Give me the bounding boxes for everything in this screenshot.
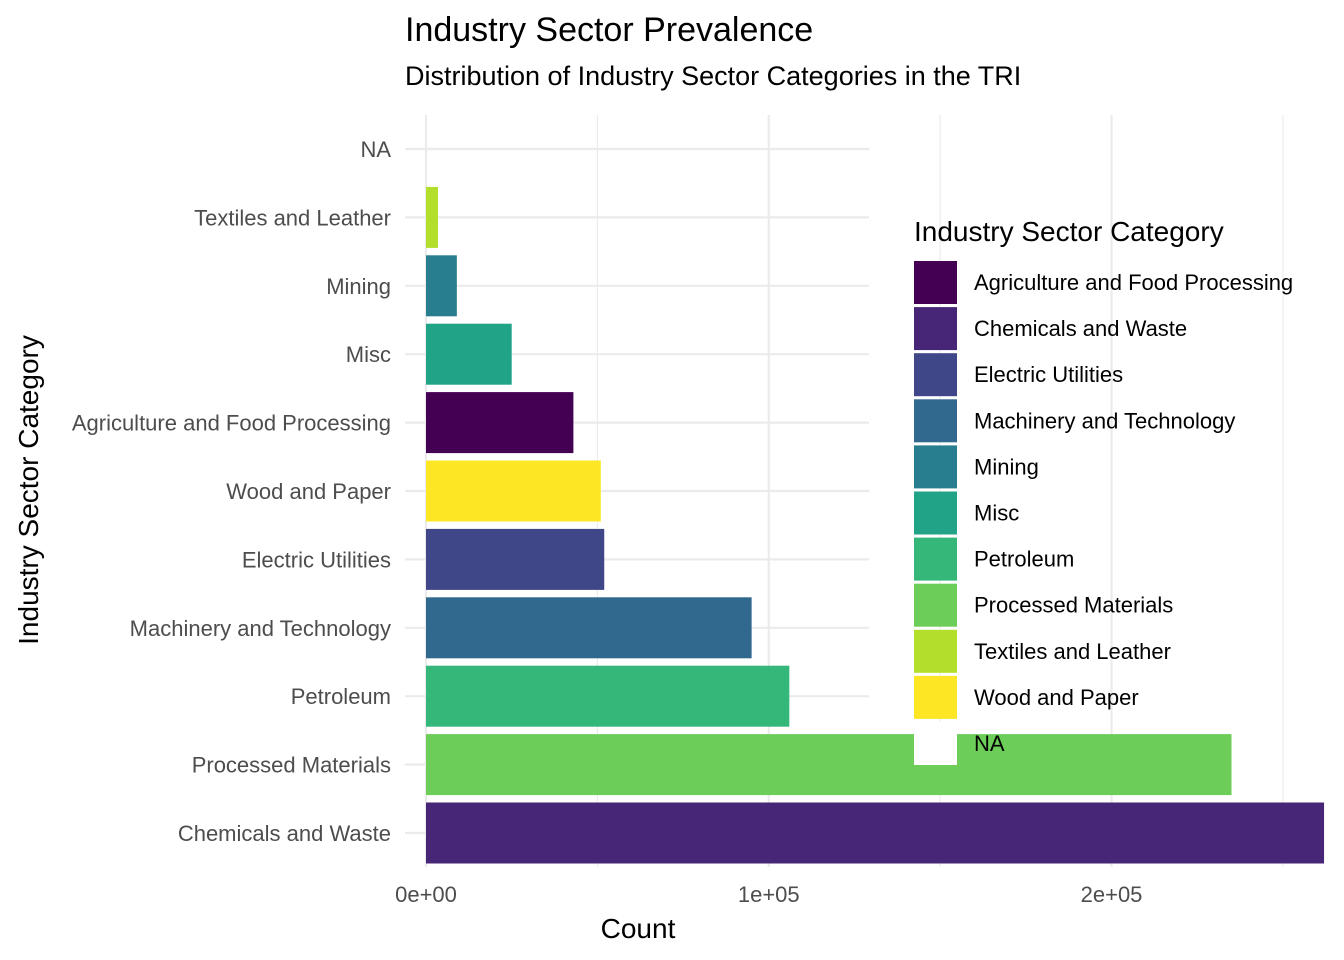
bars [426, 186, 1325, 864]
legend-swatch [914, 537, 957, 581]
chart-subtitle: Distribution of Industry Sector Categori… [405, 61, 1021, 91]
legend-label: Textiles and Leather [974, 639, 1171, 664]
x-tick-label: 2e+05 [1081, 882, 1143, 907]
y-tick-label: Machinery and Technology [130, 616, 391, 641]
legend-swatch [914, 629, 957, 673]
bar [426, 255, 457, 317]
y-tick-label: Textiles and Leather [194, 205, 391, 230]
bar [426, 665, 790, 727]
legend-label: Wood and Paper [974, 685, 1139, 710]
bar [426, 460, 601, 522]
legend-swatch [914, 445, 957, 489]
legend-label: Machinery and Technology [974, 408, 1235, 433]
legend: Industry Sector Category Agriculture and… [914, 216, 1293, 765]
y-tick-label: Electric Utilities [242, 547, 391, 572]
legend-label: Processed Materials [974, 593, 1173, 618]
y-tick-label: NA [360, 137, 391, 162]
y-axis-tick-labels: Chemicals and Waste Processed Materials Pe… [72, 137, 391, 846]
y-tick-label: Processed Materials [192, 753, 391, 778]
legend-label: NA [974, 731, 1005, 756]
legend-label: Misc [974, 501, 1019, 526]
x-tick-label: 0e+00 [395, 882, 457, 907]
y-tick-label: Mining [326, 274, 391, 299]
y-tick-label: Wood and Paper [226, 479, 391, 504]
legend-swatch [914, 307, 957, 351]
y-tick-label: Misc [346, 342, 391, 367]
legend-swatch [914, 261, 957, 304]
legend-swatch [914, 399, 957, 443]
legend-title: Industry Sector Category [914, 216, 1224, 247]
y-tick-label: Petroleum [291, 684, 391, 709]
legend-label: Petroleum [974, 547, 1074, 572]
legend-swatch [914, 722, 957, 765]
bar [426, 734, 1232, 796]
legend-label: Chemicals and Waste [974, 316, 1187, 341]
chart-title: Industry Sector Prevalence [405, 11, 813, 49]
bar [426, 186, 438, 248]
x-tick-label: 1e+05 [738, 882, 800, 907]
legend-swatch [914, 583, 957, 627]
x-axis-tick-labels: 0e+00 1e+05 2e+05 [395, 882, 1142, 907]
y-axis-title: Industry Sector Category [13, 335, 44, 645]
legend-swatch [914, 353, 957, 397]
legend-swatch [914, 675, 957, 719]
legend-label: Agriculture and Food Processing [974, 270, 1293, 295]
legend-label: Mining [974, 454, 1039, 479]
legend-label: Electric Utilities [974, 362, 1123, 387]
y-tick-label: Agriculture and Food Processing [72, 411, 391, 436]
bar [426, 392, 574, 454]
bar [426, 323, 512, 385]
bar [426, 802, 1325, 864]
bar [426, 597, 752, 659]
x-axis-title: Count [601, 913, 676, 944]
y-tick-label: Chemicals and Waste [178, 821, 391, 846]
legend-swatch [914, 491, 957, 535]
bar [426, 528, 605, 590]
